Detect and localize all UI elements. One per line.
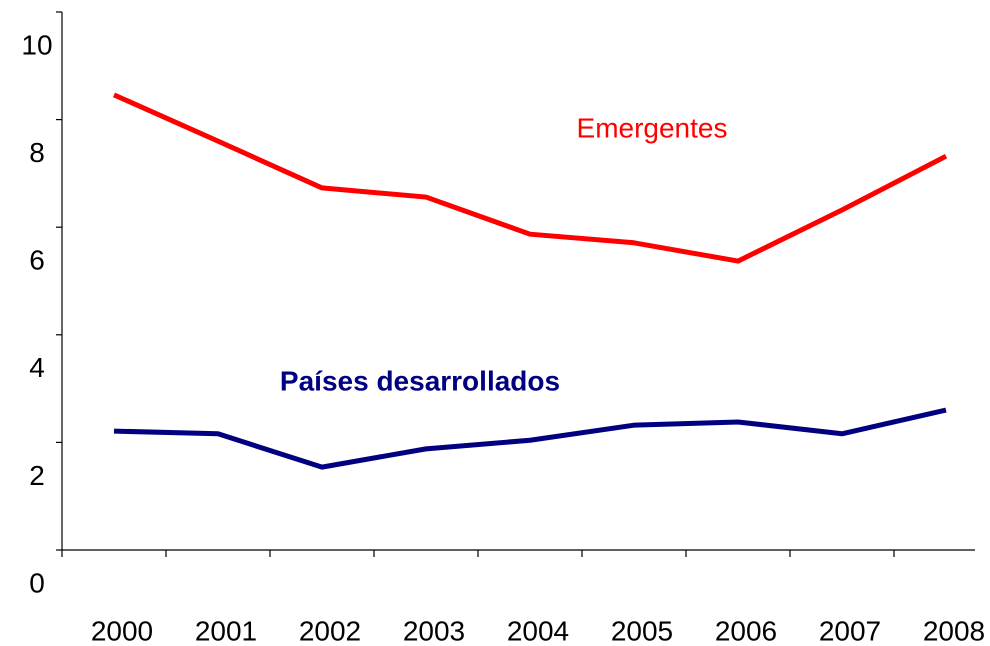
y-tick-label: 2 (29, 460, 45, 491)
y-tick-label: 6 (29, 245, 45, 276)
x-tick-label: 2006 (715, 615, 777, 646)
x-tick-label: 2002 (299, 615, 361, 646)
x-tick-label: 2003 (403, 615, 465, 646)
x-tick-label: 2001 (195, 615, 257, 646)
y-tick-label: 0 (29, 567, 45, 598)
y-tick-label: 4 (29, 352, 45, 383)
series-line (113, 407, 947, 470)
series-line (112, 92, 948, 264)
x-tick-label: 2000 (91, 615, 153, 646)
series-label: Países desarrollados (280, 365, 560, 396)
x-tick-label: 2005 (611, 615, 673, 646)
series-label: Emergentes (577, 112, 728, 143)
y-tick-label: 10 (21, 29, 52, 60)
y-tick-label: 8 (29, 137, 45, 168)
x-tick-label: 2004 (507, 615, 569, 646)
x-tick-label: 2008 (923, 615, 985, 646)
x-tick-label: 2007 (819, 615, 881, 646)
